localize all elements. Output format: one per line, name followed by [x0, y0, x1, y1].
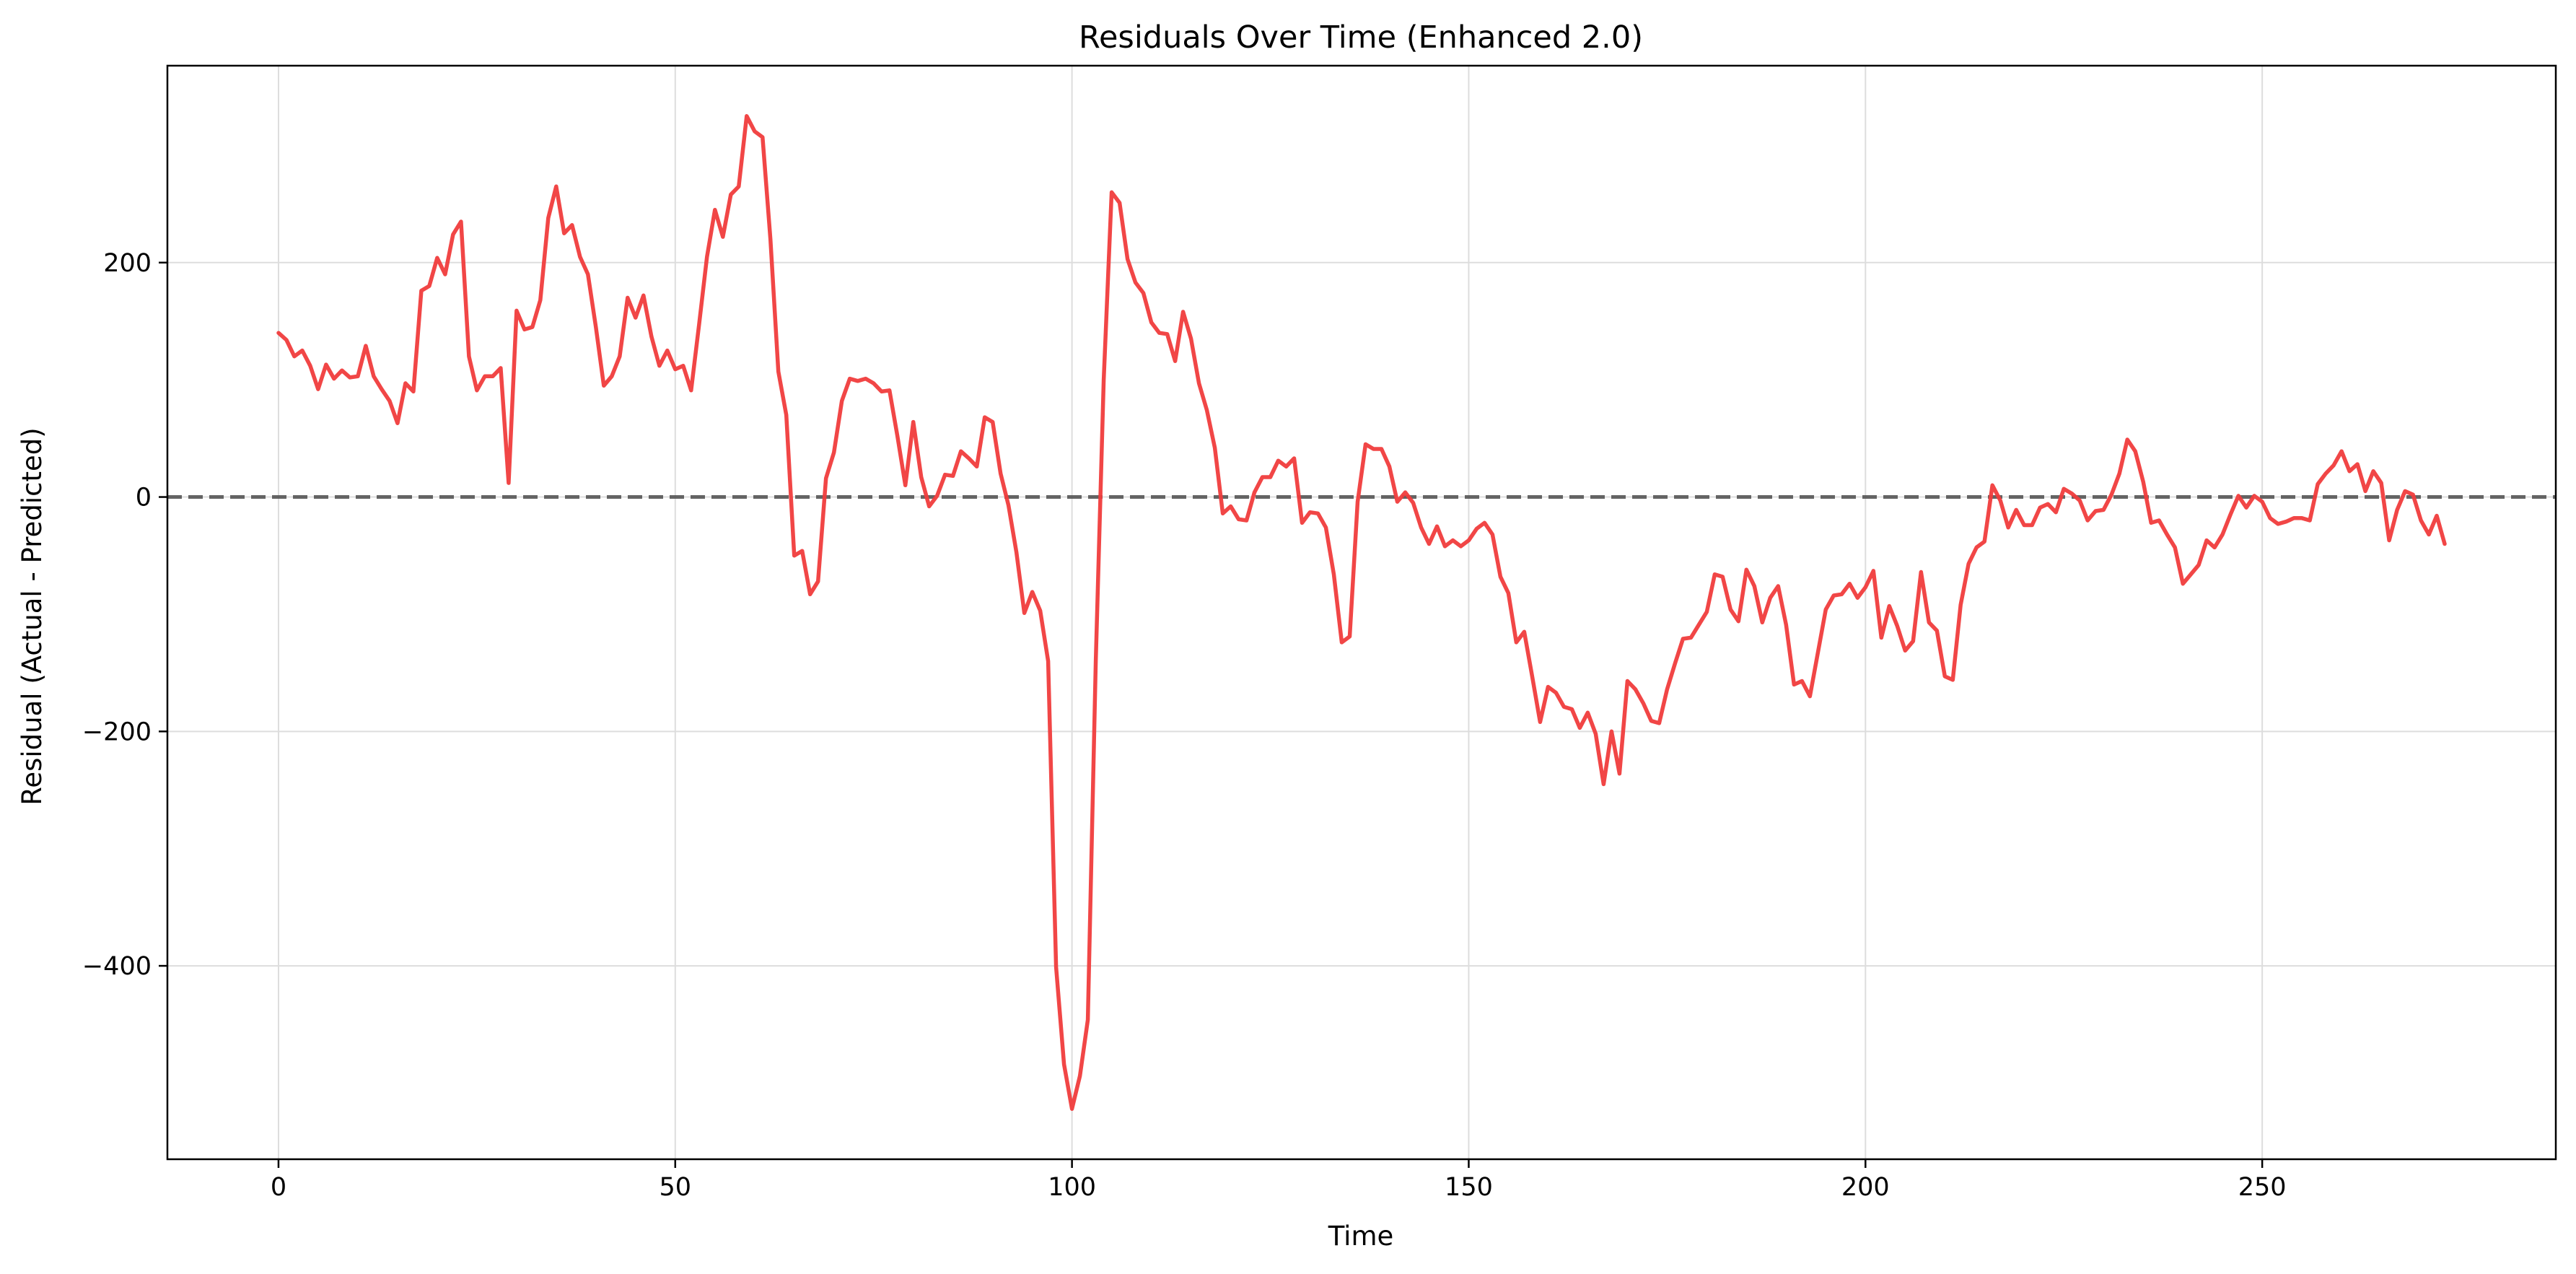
series-layer — [276, 114, 2447, 1111]
y-tick-label: −400 — [82, 952, 152, 981]
y-axis-ticks: −400 −200 0 200 — [82, 249, 167, 981]
chart-title: Residuals Over Time (Enhanced 2.0) — [1079, 19, 1643, 56]
y-axis-label: Residual (Actual - Predicted) — [17, 427, 48, 805]
y-tick-label: 200 — [103, 249, 152, 278]
x-tick-label: 150 — [1445, 1173, 1493, 1202]
x-tick-label: 50 — [660, 1173, 692, 1202]
x-tick-label: 250 — [2238, 1173, 2287, 1202]
y-tick-label: 0 — [136, 484, 152, 512]
x-tick-label: 200 — [1841, 1173, 1890, 1202]
residual-series-line — [276, 114, 2447, 1111]
x-tick-label: 0 — [271, 1173, 286, 1202]
x-axis-label: Time — [1328, 1221, 1394, 1252]
x-axis-ticks: 0 50 100 150 200 250 — [271, 1159, 2287, 1202]
y-tick-label: −200 — [82, 717, 152, 746]
x-tick-label: 100 — [1048, 1173, 1096, 1202]
plot-frame — [166, 64, 2557, 1161]
